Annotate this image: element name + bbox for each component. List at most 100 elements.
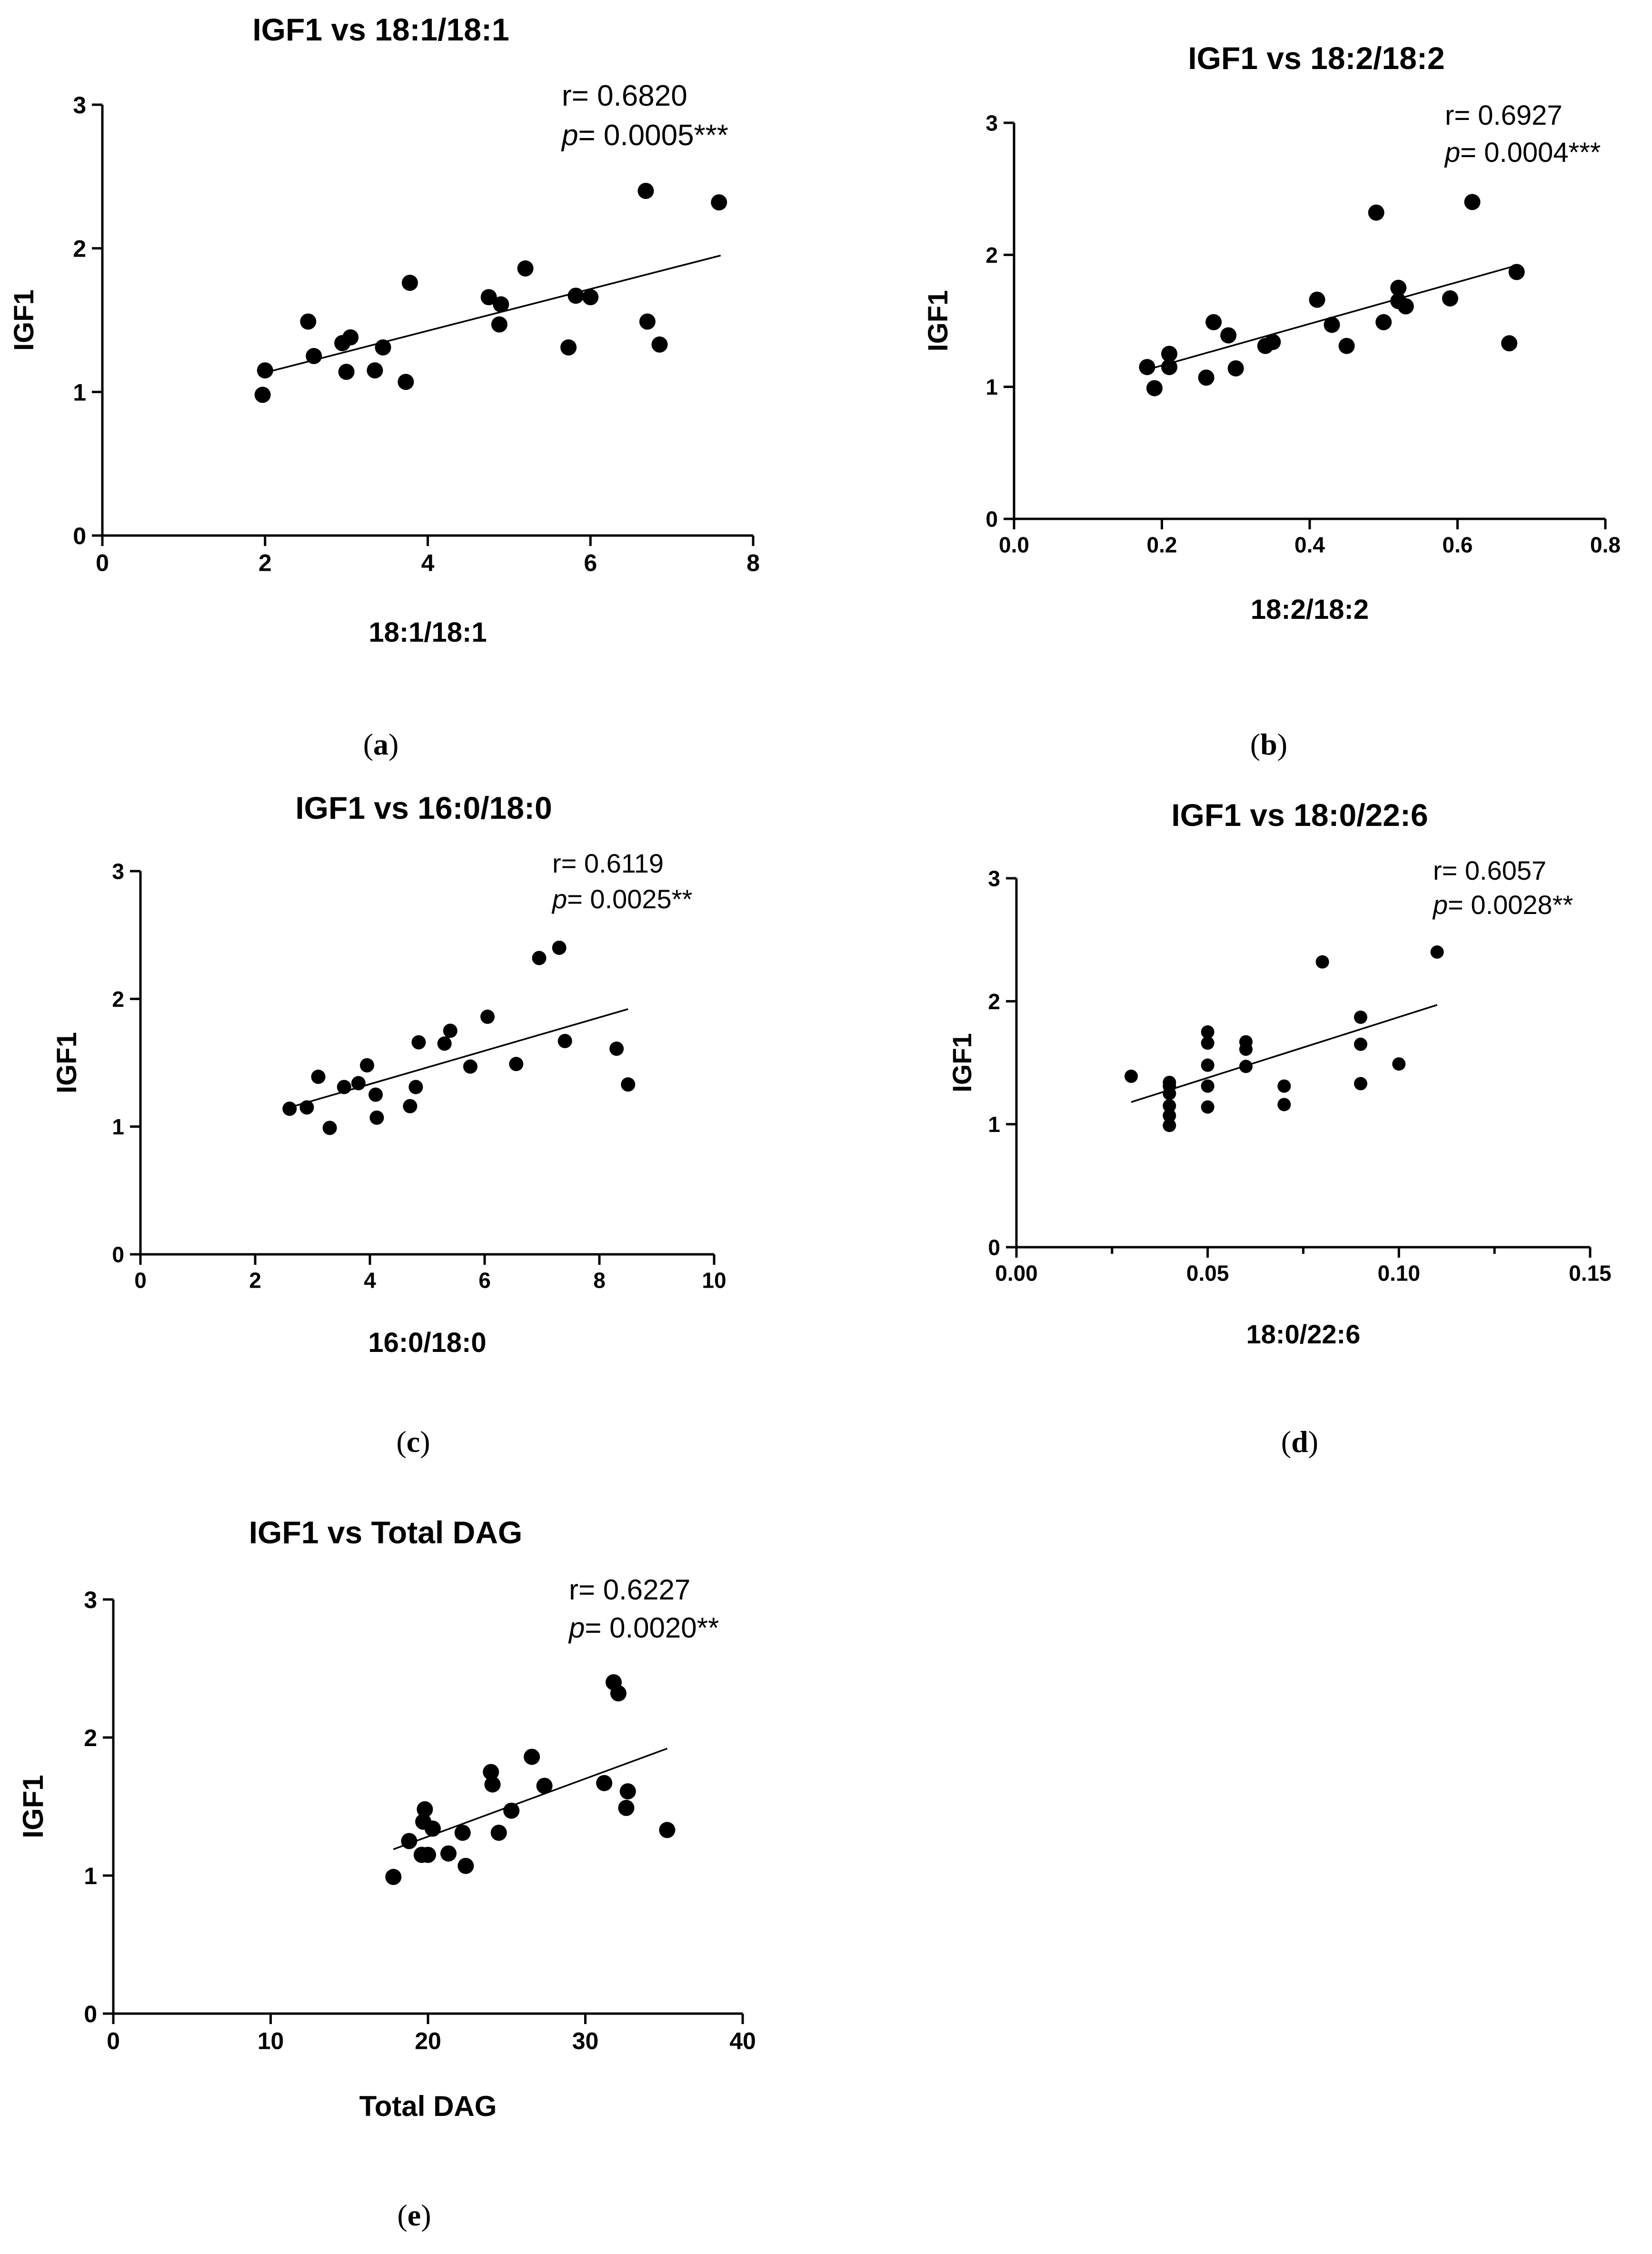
data-point (639, 313, 656, 330)
data-point (1220, 327, 1237, 344)
data-point (408, 1080, 423, 1094)
y-tick-label: 3 (112, 859, 124, 884)
p-value-annotation: p= 0.0005*** (561, 119, 728, 152)
x-axis-label: 16:0/18:0 (368, 1327, 486, 1358)
data-point (463, 1059, 478, 1074)
data-point (1163, 1075, 1176, 1089)
x-tick-label: 0.2 (1147, 532, 1177, 557)
data-point (552, 941, 567, 955)
data-point (1338, 338, 1355, 354)
data-point (411, 1035, 426, 1050)
y-tick-label: 3 (73, 92, 86, 119)
data-point (1508, 264, 1525, 280)
r-value-annotation: r= 0.6227 (569, 1574, 690, 1606)
data-point (351, 1076, 366, 1091)
x-tick-label: 2 (249, 1268, 261, 1292)
data-point (342, 329, 359, 346)
data-point (536, 1777, 553, 1794)
y-tick-label: 0 (988, 1235, 1000, 1260)
p-symbol: p (1432, 890, 1448, 920)
panel-d: IGF1 vs 18:0/22:6 0 1 2 3 0.00 0.05 0.10 0.15 18:… (947, 797, 1612, 1349)
y-axis-label: IGF1 (947, 1033, 977, 1092)
r-value-annotation: r= 0.6057 (1433, 855, 1546, 885)
data-point (1430, 945, 1444, 959)
x-tick-label: 2 (259, 550, 272, 576)
data-point (610, 1685, 627, 1702)
data-point (1368, 204, 1384, 221)
data-point (509, 1057, 524, 1072)
data-point (637, 183, 654, 199)
data-point (1163, 1119, 1176, 1132)
x-tick-label: 20 (415, 2028, 441, 2055)
data-point (1501, 335, 1518, 352)
panel-caption: (b) (1250, 727, 1287, 761)
x-tick-label: 8 (593, 1268, 606, 1292)
data-point (403, 1099, 418, 1113)
data-point (651, 336, 668, 353)
data-point (711, 194, 727, 211)
data-point (1464, 194, 1481, 210)
x-tick-label: 0.4 (1294, 532, 1325, 557)
data-point (1205, 314, 1222, 330)
data-point (1161, 346, 1178, 362)
x-tick-label: 0.6 (1443, 532, 1473, 557)
data-point (367, 362, 383, 379)
p-value-text: = 0.0020** (585, 1612, 719, 1644)
data-point (401, 1833, 418, 1849)
data-point (1309, 291, 1325, 308)
x-tick-label: 0 (134, 1268, 147, 1292)
data-point (1201, 1079, 1214, 1093)
y-tick-label: 0 (84, 2001, 97, 2027)
data-point (424, 1820, 441, 1837)
data-point (490, 1825, 507, 1841)
data-point (567, 288, 584, 304)
data-point (385, 1868, 402, 1885)
data-point (1146, 380, 1163, 397)
data-point (621, 1077, 636, 1092)
data-point (557, 1033, 572, 1048)
r-value-annotation: r= 0.6820 (562, 79, 687, 112)
p-value-text: = 0.0005*** (578, 119, 728, 152)
chart-title: IGF1 vs 18:2/18:2 (1188, 40, 1444, 76)
data-point (1239, 1035, 1253, 1049)
p-value-annotation: p= 0.0025** (551, 884, 692, 914)
y-tick-label: 2 (985, 243, 998, 268)
panel-caption: (c) (396, 1425, 430, 1459)
data-point (337, 1080, 351, 1094)
p-symbol: p (551, 884, 567, 914)
data-point (311, 1070, 326, 1084)
y-tick-label: 2 (84, 1725, 97, 1751)
data-point (1201, 1025, 1214, 1039)
data-point (1442, 290, 1458, 307)
x-tick-label: 0 (96, 550, 109, 576)
data-point (1161, 359, 1178, 376)
x-tick-label: 10 (702, 1268, 726, 1292)
regression-line (1131, 1004, 1438, 1103)
data-point (1354, 1077, 1367, 1091)
data-point (322, 1121, 337, 1135)
p-value-text: = 0.0025** (567, 884, 692, 914)
data-point (398, 374, 414, 390)
y-tick-label: 2 (73, 236, 86, 262)
data-point (1375, 314, 1392, 330)
data-point (257, 362, 273, 379)
y-tick-label: 3 (84, 1587, 97, 1613)
x-tick-label: 4 (421, 550, 435, 576)
data-point (609, 1041, 624, 1056)
x-tick-label: 0.0 (999, 532, 1029, 557)
chart-title: IGF1 vs Total DAG (249, 1515, 523, 1550)
data-point (443, 1023, 458, 1038)
chart-title: IGF1 vs 18:0/22:6 (1171, 797, 1428, 833)
x-tick-label: 0.15 (1569, 1261, 1612, 1285)
r-value-annotation: r= 0.6119 (552, 848, 664, 878)
x-axis-label: 18:0/22:6 (1246, 1319, 1361, 1349)
panel-caption-letter: a (373, 727, 388, 761)
x-tick-label: 40 (729, 2028, 756, 2055)
data-point (282, 1102, 297, 1116)
p-symbol: p (568, 1612, 585, 1644)
data-point (454, 1825, 471, 1841)
panel-a: IGF1 vs 18:1/18:1 0 1 2 3 0 2 4 6 8 18:1/18:1 IGF1 r… (9, 12, 760, 648)
panel-c: IGF1 vs 16:0/18:0 0 1 2 3 0 2 4 6 8 10 16:0/18:0 IGF… (51, 790, 726, 1358)
